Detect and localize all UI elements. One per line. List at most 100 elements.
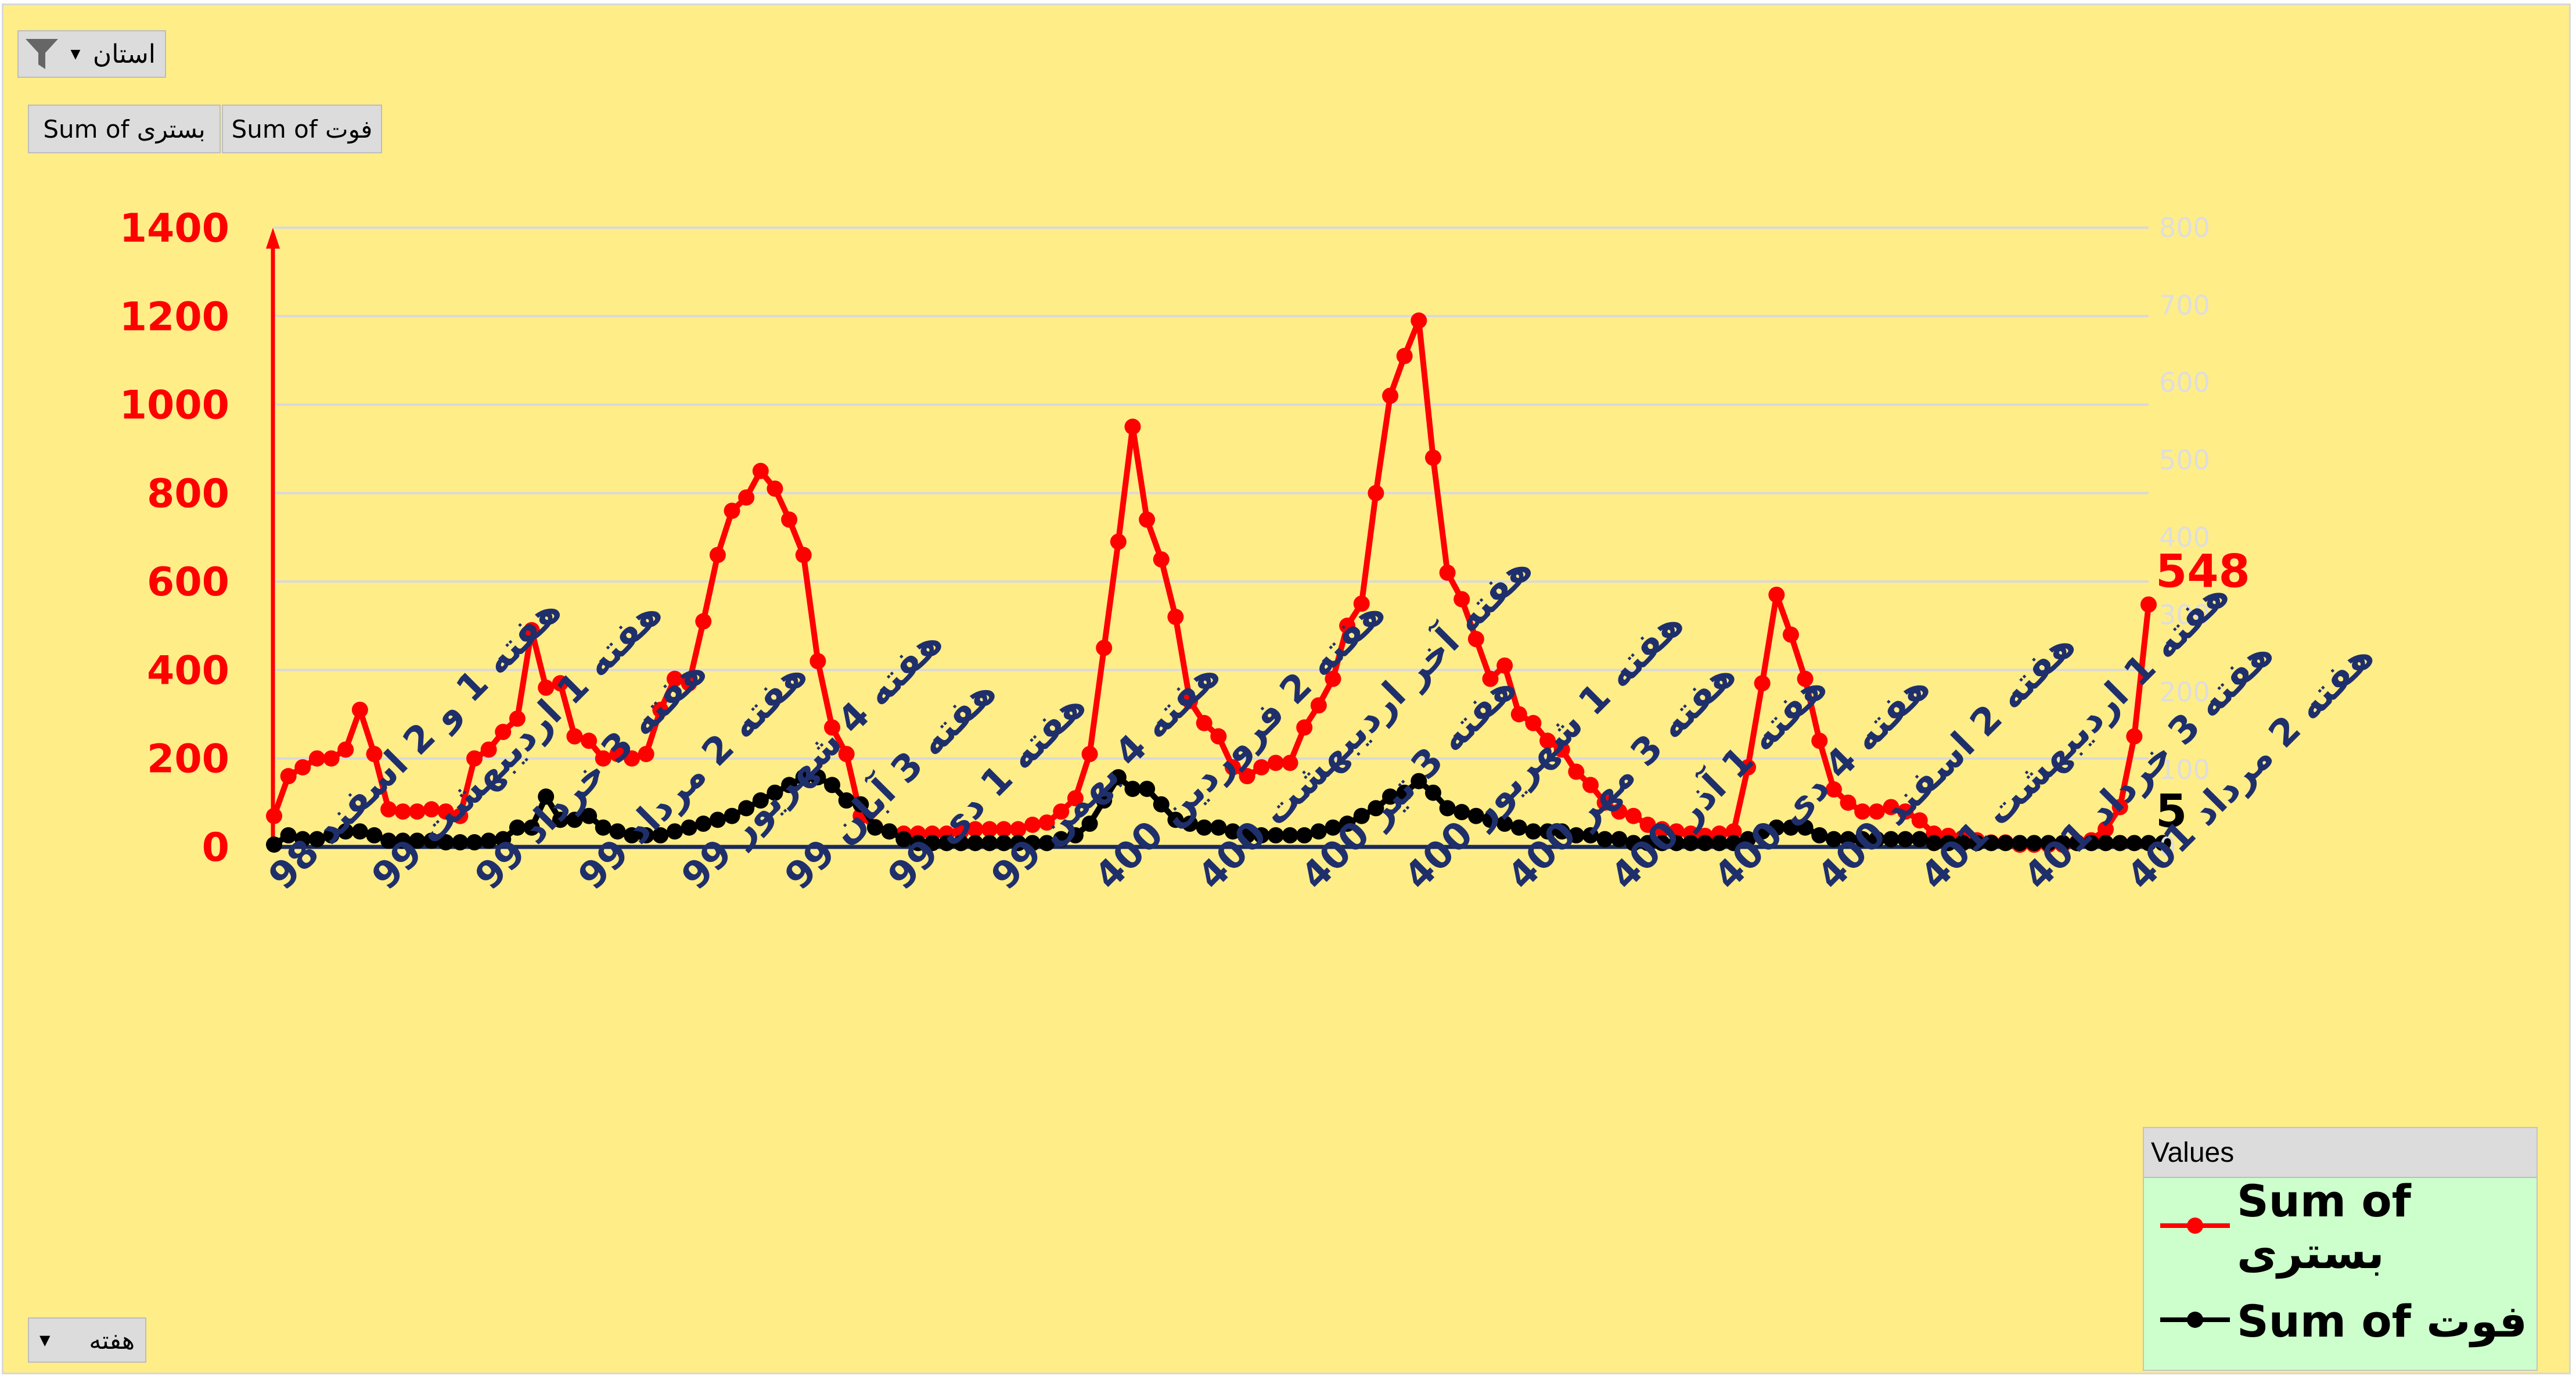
data-point: [394, 803, 411, 820]
data-point: [838, 792, 855, 809]
data-point: [638, 827, 654, 844]
data-point: [1868, 803, 1885, 820]
data-point: [1067, 790, 1084, 807]
data-point: [1582, 777, 1599, 793]
data-point: [595, 819, 611, 836]
value-button-deaths[interactable]: Sum of فوت: [222, 105, 382, 153]
data-point: [2126, 728, 2143, 745]
data-point: [1782, 626, 1799, 643]
value-button-hospitalized[interactable]: Sum of بستری: [28, 105, 221, 153]
line-marker-icon: [2160, 1214, 2230, 1240]
data-point: [1911, 831, 1928, 847]
data-point: [1081, 746, 1098, 763]
week-field-button[interactable]: ▼ هفته: [28, 1317, 146, 1363]
y-tick-label: 1000: [120, 383, 229, 429]
data-point: [1596, 794, 1613, 811]
data-point: [1525, 714, 1542, 731]
data-point: [1210, 819, 1227, 836]
data-point: [924, 835, 941, 852]
data-point: [509, 710, 526, 727]
data-point: [1725, 835, 1742, 852]
data-point: [1024, 816, 1041, 833]
data-point: [308, 750, 325, 767]
data-point: [1768, 819, 1785, 836]
y2-tick-label: 600: [2159, 367, 2210, 398]
data-point: [466, 750, 483, 767]
y-tick-label: 1200: [120, 294, 229, 340]
data-point: [294, 759, 311, 775]
data-point: [1811, 827, 1828, 844]
data-point: [1368, 800, 1384, 817]
data-point: [709, 811, 726, 828]
data-point: [380, 832, 397, 849]
data-point: [2098, 821, 2114, 838]
data-point: [337, 741, 354, 758]
data-point: [1711, 835, 1728, 852]
data-point: [1911, 812, 1928, 829]
data-point: [409, 803, 426, 820]
end-value-label: 548: [2156, 546, 2250, 598]
series: [266, 312, 2171, 853]
data-point: [1010, 821, 1027, 838]
data-point: [337, 823, 354, 840]
data-point: [666, 670, 683, 687]
data-point: [1368, 484, 1384, 501]
data-point: [824, 719, 841, 736]
data-point: [1424, 449, 1441, 466]
data-point: [1969, 835, 1985, 852]
data-point: [366, 827, 383, 844]
y-tick-label: 400: [147, 648, 229, 694]
data-point: [638, 746, 654, 763]
data-point: [2154, 835, 2171, 852]
y2-tick-label: 800: [2159, 212, 2210, 243]
data-point: [1940, 835, 1957, 852]
data-point: [1639, 835, 1656, 852]
data-point: [1267, 755, 1284, 771]
data-point: [2083, 835, 2100, 852]
data-point: [767, 480, 783, 497]
data-point: [2040, 835, 2057, 852]
data-point: [452, 834, 469, 851]
data-point: [1611, 831, 1628, 847]
data-point: [1883, 831, 1899, 847]
data-point: [1596, 831, 1613, 847]
data-point: [308, 831, 325, 847]
data-point: [1210, 728, 1227, 745]
data-point: [1797, 819, 1814, 836]
data-point: [1153, 796, 1170, 813]
data-point: [1396, 784, 1413, 801]
data-point: [2098, 835, 2114, 852]
data-point: [1496, 657, 1513, 674]
legend-item-hospitalized[interactable]: Sum of بستری: [2144, 1175, 2537, 1279]
data-point: [952, 823, 969, 840]
data-point: [1454, 591, 1470, 608]
data-point: [666, 823, 683, 840]
y2-tick-label: 500: [2159, 444, 2210, 476]
data-point: [1010, 835, 1027, 852]
data-point: [624, 750, 641, 767]
y2-tick-label: 400: [2159, 522, 2210, 553]
data-point: [909, 835, 926, 852]
legend-item-deaths[interactable]: Sum of فوت: [2144, 1286, 2537, 1356]
data-point: [795, 547, 812, 563]
data-point: [724, 502, 740, 519]
data-point: [538, 788, 555, 805]
data-point: [1926, 835, 1942, 852]
data-point: [738, 489, 755, 506]
province-filter-button[interactable]: ▼ استان: [17, 30, 166, 78]
data-point: [1725, 823, 1742, 840]
province-filter-label: استان: [92, 39, 156, 69]
data-point: [695, 816, 712, 832]
data-point: [323, 827, 340, 844]
data-point: [2140, 835, 2157, 852]
data-point: [1539, 823, 1556, 840]
data-point: [995, 835, 1012, 852]
data-point: [652, 827, 669, 844]
data-point: [810, 653, 826, 670]
data-point: [1983, 835, 1999, 852]
data-point: [366, 746, 383, 763]
data-point: [509, 819, 526, 836]
data-point: [351, 823, 368, 840]
data-point: [1997, 835, 2014, 852]
